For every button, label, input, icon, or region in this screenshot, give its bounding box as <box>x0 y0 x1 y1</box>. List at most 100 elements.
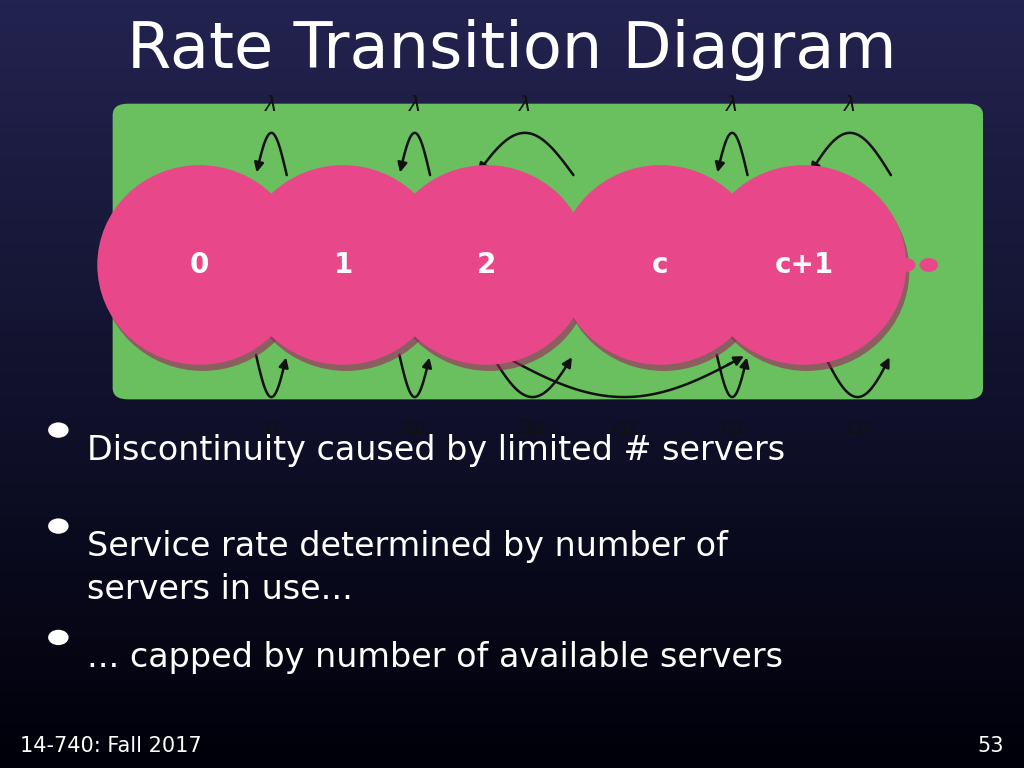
Bar <box>0 588 1024 591</box>
Bar <box>0 729 1024 732</box>
Bar <box>0 753 1024 756</box>
Bar <box>0 636 1024 639</box>
Bar <box>0 609 1024 612</box>
Bar <box>0 258 1024 261</box>
Bar <box>0 675 1024 678</box>
Bar <box>0 651 1024 654</box>
Bar <box>0 180 1024 183</box>
Bar <box>0 336 1024 339</box>
Bar <box>0 612 1024 615</box>
Bar <box>0 711 1024 714</box>
Text: Discontinuity caused by limited # servers: Discontinuity caused by limited # server… <box>87 434 785 467</box>
Bar <box>0 600 1024 603</box>
Bar <box>0 141 1024 144</box>
Bar <box>0 276 1024 279</box>
Bar <box>0 642 1024 645</box>
Bar <box>0 189 1024 192</box>
Bar <box>0 384 1024 387</box>
Bar <box>0 744 1024 747</box>
Bar <box>0 663 1024 666</box>
Text: 2μ: 2μ <box>402 419 427 438</box>
Bar <box>0 93 1024 96</box>
Bar <box>0 0 1024 3</box>
Ellipse shape <box>384 165 589 365</box>
Bar <box>0 372 1024 375</box>
Text: 2: 2 <box>477 251 496 279</box>
Bar <box>0 618 1024 621</box>
Bar <box>0 552 1024 555</box>
Bar <box>0 570 1024 573</box>
Text: c+1: c+1 <box>774 251 834 279</box>
Bar <box>0 216 1024 219</box>
Bar <box>0 690 1024 693</box>
Bar <box>0 402 1024 405</box>
Bar <box>0 327 1024 330</box>
Bar <box>0 318 1024 321</box>
Bar <box>0 678 1024 681</box>
Bar <box>0 510 1024 513</box>
Bar <box>0 102 1024 105</box>
Bar <box>0 369 1024 372</box>
Bar <box>0 90 1024 93</box>
Bar <box>0 534 1024 537</box>
Bar <box>0 123 1024 126</box>
Bar <box>0 738 1024 741</box>
Bar <box>0 186 1024 189</box>
Text: Service rate determined by number of
servers in use...: Service rate determined by number of ser… <box>87 530 728 606</box>
Bar <box>0 387 1024 390</box>
Text: Rate Transition Diagram: Rate Transition Diagram <box>127 19 897 81</box>
Ellipse shape <box>97 165 302 365</box>
Bar <box>0 750 1024 753</box>
Ellipse shape <box>100 171 305 371</box>
Bar <box>0 324 1024 327</box>
Bar <box>0 267 1024 270</box>
Bar <box>0 192 1024 195</box>
Bar <box>0 21 1024 24</box>
Bar <box>0 603 1024 606</box>
Bar <box>0 87 1024 90</box>
Bar <box>0 432 1024 435</box>
Bar <box>0 687 1024 690</box>
Bar <box>0 339 1024 342</box>
Bar <box>0 237 1024 240</box>
Text: λ: λ <box>726 95 738 115</box>
Bar <box>0 654 1024 657</box>
Bar <box>0 117 1024 120</box>
Bar <box>0 417 1024 420</box>
Text: λ: λ <box>265 95 278 115</box>
Bar <box>0 147 1024 150</box>
Ellipse shape <box>558 165 763 365</box>
Bar <box>0 702 1024 705</box>
Bar <box>0 621 1024 624</box>
Bar <box>0 411 1024 414</box>
Text: λ: λ <box>518 95 531 115</box>
Text: 14-740: Fall 2017: 14-740: Fall 2017 <box>20 737 202 756</box>
Bar <box>0 126 1024 129</box>
Bar <box>0 708 1024 711</box>
Text: c: c <box>652 251 669 279</box>
Bar <box>0 348 1024 351</box>
Bar <box>0 297 1024 300</box>
Bar <box>0 522 1024 525</box>
Circle shape <box>874 258 893 272</box>
Bar <box>0 450 1024 453</box>
Bar <box>0 105 1024 108</box>
Circle shape <box>920 258 938 272</box>
Bar <box>0 549 1024 552</box>
Bar <box>0 183 1024 186</box>
Bar <box>0 279 1024 282</box>
Bar <box>0 48 1024 51</box>
Bar <box>0 210 1024 213</box>
Bar <box>0 639 1024 642</box>
Circle shape <box>542 258 560 272</box>
Bar <box>0 129 1024 132</box>
Bar <box>0 420 1024 423</box>
Bar <box>0 423 1024 426</box>
Bar <box>0 459 1024 462</box>
Circle shape <box>48 518 69 534</box>
Bar <box>0 390 1024 393</box>
Bar <box>0 171 1024 174</box>
Bar <box>0 354 1024 357</box>
Bar <box>0 270 1024 273</box>
Bar <box>0 558 1024 561</box>
